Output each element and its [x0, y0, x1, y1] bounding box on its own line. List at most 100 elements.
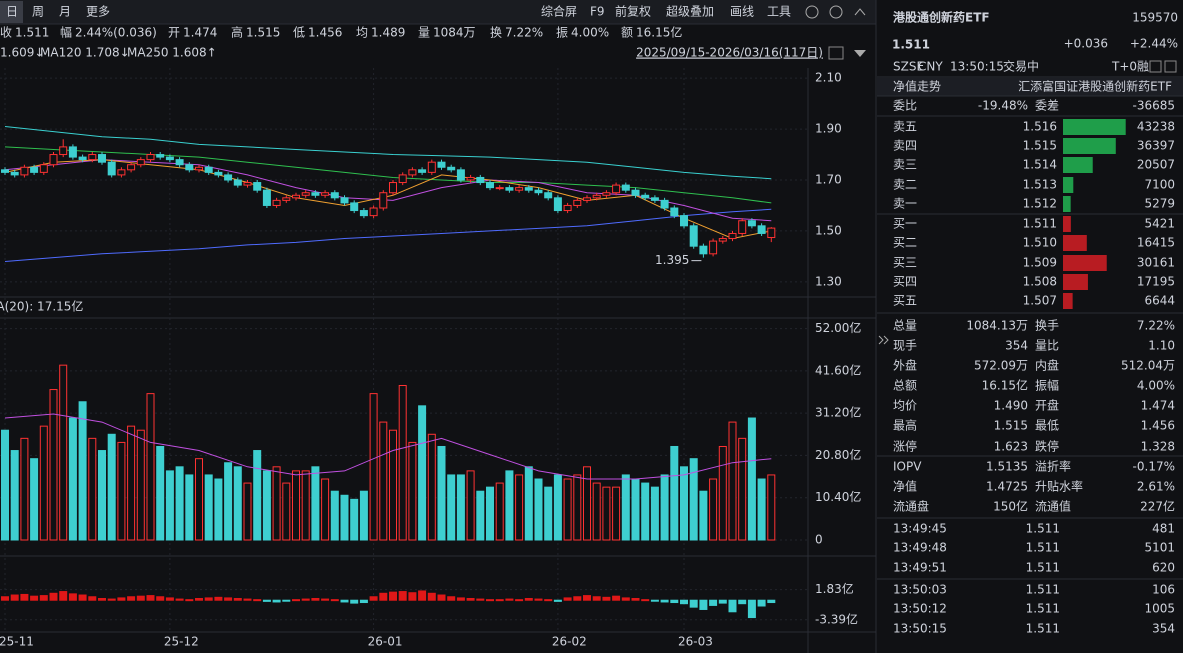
book-label: 买五 — [893, 294, 917, 308]
candle-body — [10, 171, 19, 176]
bar — [767, 599, 776, 604]
candle-body — [389, 182, 397, 194]
candle-body — [621, 184, 630, 191]
bar — [117, 441, 126, 541]
bar — [282, 599, 291, 602]
book-bar — [1063, 177, 1074, 193]
icon[interactable] — [1149, 60, 1162, 73]
bar — [253, 599, 262, 602]
candle-body — [350, 202, 359, 212]
bar — [476, 598, 485, 601]
candle-body — [369, 207, 378, 217]
fund-value: 1.4725 — [986, 480, 1028, 494]
bar — [311, 466, 320, 541]
collapse-icon[interactable] — [854, 8, 866, 16]
bar — [59, 364, 68, 541]
book-bar — [1063, 138, 1116, 154]
trade-time: 13:50:12 — [893, 602, 947, 616]
book-bar — [1063, 196, 1071, 212]
candle-body — [262, 189, 271, 206]
candle-body — [427, 161, 436, 173]
stat-value: 1.456 — [1141, 419, 1175, 433]
tool-button[interactable]: 超级叠加 — [666, 4, 714, 19]
bar — [553, 599, 562, 602]
bar — [592, 482, 601, 541]
wp-button[interactable] — [828, 46, 844, 60]
stat-label: 开盘 — [1035, 398, 1059, 413]
bar — [476, 490, 485, 541]
bar — [680, 466, 688, 541]
bar — [466, 470, 475, 541]
candle-body — [185, 164, 194, 171]
bar — [330, 599, 339, 602]
candle-body — [495, 187, 504, 190]
bar — [486, 599, 494, 602]
bar — [573, 474, 582, 541]
bar — [427, 433, 436, 541]
settings-icon[interactable] — [805, 5, 819, 19]
tab[interactable]: 净值走势 — [893, 79, 941, 94]
bar — [78, 594, 87, 601]
bar — [699, 599, 708, 610]
trade-volume: 5101 — [1144, 541, 1175, 555]
bar — [350, 498, 359, 541]
x-tick-label: 26-01 — [368, 635, 403, 649]
candle-body — [660, 199, 669, 209]
trade-volume: 481 — [1152, 522, 1175, 536]
tool-button[interactable]: F9 — [590, 5, 605, 19]
period-tab[interactable]: 周 — [32, 5, 44, 19]
bar — [10, 594, 19, 601]
book-label: 卖三 — [893, 158, 917, 172]
period-tab[interactable]: 日 — [6, 5, 18, 19]
bar — [136, 429, 145, 541]
candle-body — [641, 194, 650, 199]
candle-body — [524, 187, 533, 191]
bar — [88, 596, 97, 601]
bar — [156, 596, 165, 601]
candle-body — [456, 169, 465, 181]
expand-icon[interactable] — [878, 335, 889, 345]
book-label: 买二 — [893, 236, 917, 250]
tool-button[interactable]: 工具 — [767, 5, 791, 19]
bar — [146, 393, 155, 541]
bar — [757, 599, 766, 607]
book-volume: 36397 — [1137, 139, 1175, 153]
tab[interactable]: 汇添富国证港股通创新药ETF — [1018, 79, 1172, 94]
y-tick-label: 10.40亿 — [815, 489, 861, 504]
bar — [738, 437, 747, 541]
bar — [592, 596, 601, 601]
icon[interactable] — [1164, 60, 1177, 73]
bar — [156, 445, 165, 541]
candle-body — [602, 192, 611, 196]
panel-lines — [877, 76, 1183, 580]
bar — [136, 595, 145, 601]
dropdown-icon[interactable] — [854, 50, 866, 57]
help-icon[interactable] — [829, 5, 843, 19]
stat-label: 均价 — [893, 399, 917, 413]
y-tick-label: -3.39亿 — [815, 611, 858, 626]
info-label: 换 — [490, 26, 502, 40]
trade-time: 13:49:51 — [893, 561, 947, 575]
bar — [185, 599, 194, 602]
period-tab[interactable]: 更多 — [86, 5, 110, 19]
bar — [670, 445, 679, 541]
tool-button[interactable]: 前复权 — [615, 4, 651, 19]
candle-body — [486, 182, 494, 189]
bar — [709, 478, 718, 541]
period-tab[interactable]: 月 — [59, 5, 71, 19]
bar — [689, 599, 698, 608]
fund-label: 升贴水率 — [1035, 479, 1083, 494]
bar — [544, 486, 553, 541]
tool-button[interactable]: 画线 — [730, 5, 754, 19]
date-range: 2025/09/15-2026/03/16(117日) — [636, 46, 823, 60]
trade-volume: 1005 — [1144, 602, 1175, 616]
stat-value: 354 — [1005, 339, 1028, 353]
stat-label: 换手 — [1035, 319, 1059, 333]
bar — [515, 599, 524, 602]
info-label: 幅 — [60, 25, 72, 40]
bar — [340, 599, 349, 603]
bar — [107, 598, 116, 601]
tool-button[interactable]: 综合屏 — [541, 4, 577, 19]
ma-legend: MA250 1.608↑ — [127, 46, 217, 60]
